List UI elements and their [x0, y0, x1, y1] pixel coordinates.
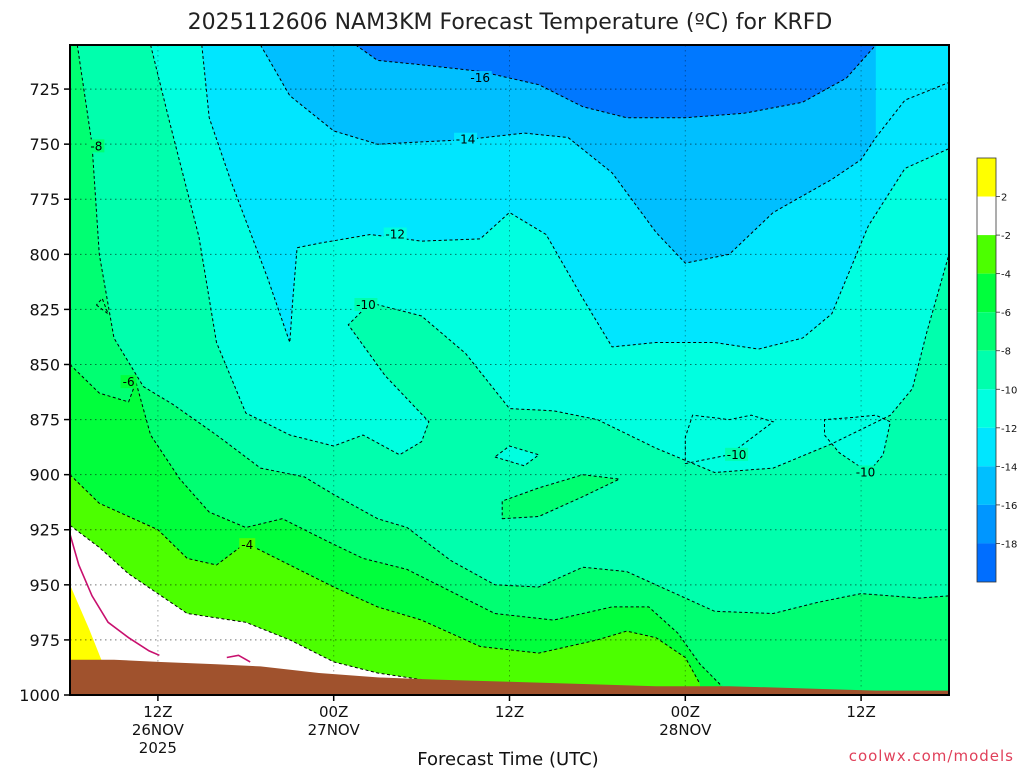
colorbar-swatch — [977, 350, 996, 390]
filled-region — [494, 446, 539, 466]
chart-title: 2025112606 NAM3KM Forecast Temperature (… — [188, 10, 833, 35]
contour-line — [76, 45, 949, 615]
contour-label: -10 — [356, 298, 376, 312]
contour-line — [684, 414, 775, 465]
colorbar-label: -10 — [1001, 385, 1017, 396]
contour-label: -10 — [856, 465, 876, 479]
contour-label-bg — [88, 139, 105, 153]
contour-labels: -16 -14 -12 -10 -8 -6 -4 -10 -10 — [88, 71, 877, 552]
filled-region — [824, 415, 891, 473]
y-tick-label: 775 — [29, 190, 60, 209]
contour-line — [355, 45, 877, 119]
contour-label-bg — [120, 375, 137, 389]
colorbar: 2 -2 -4 -6 -8 -10 -12 -14 -16 -18 — [976, 157, 1017, 583]
colorbar-label: -14 — [1001, 462, 1017, 473]
colorbar-swatch — [977, 273, 996, 313]
colorbar-swatch — [977, 158, 996, 197]
contour-label-bg — [354, 298, 378, 311]
contour-line — [150, 45, 949, 474]
filled-region — [70, 584, 103, 662]
filled-region — [685, 415, 774, 464]
y-axis: 725 750 775 800 825 850 875 900 925 950 975 1000 — [19, 80, 70, 705]
y-tick-label: 925 — [29, 521, 60, 540]
filled-region — [502, 474, 620, 519]
contour-label: -14 — [456, 133, 476, 147]
y-tick-label: 750 — [29, 135, 60, 154]
contour-label: -6 — [123, 375, 135, 389]
contour-line — [501, 474, 622, 520]
y-tick-label: 875 — [29, 411, 60, 430]
contour-label-bg — [454, 132, 478, 146]
contour-line — [824, 414, 891, 474]
y-tick-label: 950 — [29, 576, 60, 595]
freezing-lines — [70, 533, 251, 663]
contour-lines — [70, 45, 949, 687]
x-tick-label: 26NOV — [132, 721, 185, 739]
contour-label-bg — [725, 447, 749, 461]
contour-label-bg — [239, 538, 256, 552]
y-tick-label: 975 — [29, 631, 60, 650]
terrain — [70, 659, 949, 695]
contour-label-bg — [468, 71, 492, 85]
x-tick-label: 27NOV — [308, 721, 361, 739]
contour-label: -10 — [727, 448, 747, 462]
filled-contours — [70, 45, 949, 695]
contour-label: -8 — [90, 139, 102, 153]
x-tick-label: 28NOV — [659, 721, 712, 739]
colorbar-label: -12 — [1001, 424, 1017, 435]
contour-line — [70, 524, 422, 681]
contour-line — [70, 364, 723, 687]
colorbar-frame — [976, 157, 997, 583]
colorbar-swatch — [977, 427, 996, 467]
colorbar-label: -4 — [1001, 270, 1011, 281]
watermark: coolwx.com/models — [849, 747, 1014, 765]
plot-area: -16 -14 -12 -10 -8 -6 -4 -10 -10 — [70, 45, 949, 695]
terrain-fill — [70, 659, 949, 695]
colorbar-label: 2 — [1001, 193, 1007, 204]
contour-line — [260, 45, 949, 264]
colorbar-swatch — [977, 389, 996, 428]
y-tick-label: 900 — [29, 466, 60, 485]
colorbar-label: -18 — [1001, 539, 1017, 550]
y-tick-label: 725 — [29, 80, 60, 99]
contour-label: -4 — [241, 538, 253, 552]
y-tick-label: 825 — [29, 300, 60, 319]
freezing-line — [226, 654, 251, 663]
freezing-line — [70, 533, 160, 657]
x-tick-label: 2025 — [139, 739, 177, 757]
y-tick-label: 850 — [29, 355, 60, 374]
y-tick-label: 1000 — [19, 686, 60, 705]
contour-line — [201, 45, 949, 350]
x-tick-label: 12Z — [846, 703, 875, 721]
contour-label-bg — [853, 465, 877, 479]
colorbar-swatch — [977, 235, 996, 274]
contour-line — [70, 474, 701, 685]
filled-region — [70, 525, 422, 695]
colorbar-swatch — [977, 543, 996, 582]
colorbar-swatch — [977, 312, 996, 351]
contour-label: -16 — [470, 71, 490, 85]
x-tick-label: 00Z — [671, 703, 700, 721]
colorbar-label: -2 — [1001, 231, 1011, 242]
y-tick-label: 800 — [29, 245, 60, 264]
x-tick-label: 00Z — [319, 703, 348, 721]
contour-label-bg — [383, 227, 407, 241]
filled-region — [355, 45, 876, 118]
colorbar-label: -6 — [1001, 308, 1011, 319]
x-tick-label: 12Z — [495, 703, 524, 721]
x-tick-label: 12Z — [143, 703, 172, 721]
colorbar-label: -16 — [1001, 501, 1017, 512]
colorbar-swatch — [977, 466, 996, 505]
colorbar-label: -8 — [1001, 347, 1011, 358]
contour-line — [96, 297, 110, 316]
colorbar-swatch — [977, 504, 996, 544]
colorbar-swatch — [977, 196, 996, 236]
x-axis-label: Forecast Time (UTC) — [417, 749, 598, 768]
grid — [70, 45, 949, 695]
contour-label: -12 — [385, 227, 405, 241]
